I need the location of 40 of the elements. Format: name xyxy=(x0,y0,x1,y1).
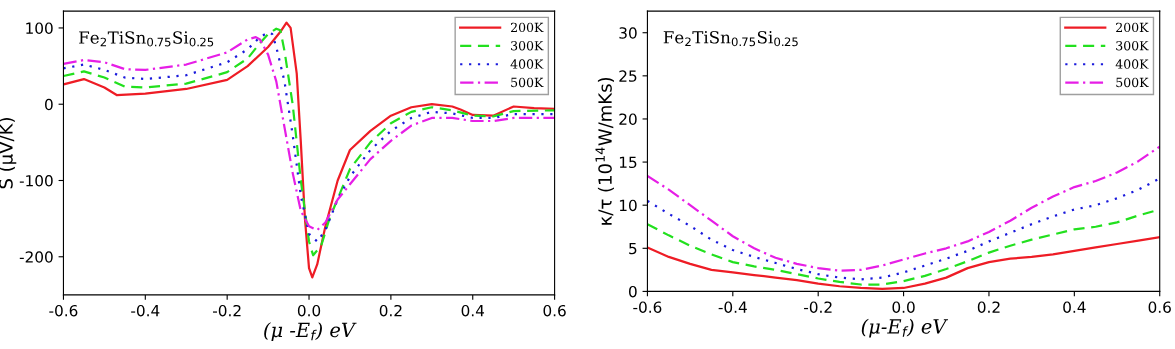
y-tick-label: 10 xyxy=(619,199,637,212)
x-tick-label: 0.4 xyxy=(1063,301,1086,313)
line-series xyxy=(647,177,1160,281)
y-tick-label: -100 xyxy=(19,174,53,187)
x-tick-label: 0.2 xyxy=(977,301,1000,313)
y-tick-label: 25 xyxy=(619,70,637,82)
y-axis-title: κ/τ (10$^{14}$W/mKs) xyxy=(595,77,614,225)
y-tick-label: 15 xyxy=(619,156,637,169)
legend-label: 300K xyxy=(511,40,544,51)
annotation: Fe$_{2}$TiSn$_{0.75}$Si$_{0.25}$ xyxy=(79,31,214,47)
legend-label: 500K xyxy=(1116,77,1149,88)
x-tick-label: -0.4 xyxy=(131,304,160,317)
y-tick-label: 0 xyxy=(45,98,53,111)
x-axis-title: (μ-E$_{f}$) eV xyxy=(861,318,949,338)
x-tick-label: -0.2 xyxy=(804,301,832,313)
x-tick-label: 0.0 xyxy=(297,304,321,317)
y-tick-label: 5 xyxy=(629,242,637,255)
legend-label: 200K xyxy=(1116,22,1149,33)
y-tick-label: 0 xyxy=(628,285,637,298)
x-tick-label: -0.4 xyxy=(718,301,747,313)
x-tick-label: 0.6 xyxy=(543,304,566,317)
x-axis-title: (μ -E$_{f}$) eV xyxy=(264,322,357,342)
x-tick-label: -0.6 xyxy=(633,301,662,313)
legend-label: 400K xyxy=(510,59,544,69)
line-series xyxy=(647,145,1160,272)
legend-label: 400K xyxy=(1115,59,1149,69)
x-tick-label: 0.6 xyxy=(1148,301,1171,313)
x-tick-label: 0.4 xyxy=(461,304,485,317)
legend-label: 500K xyxy=(511,77,544,88)
x-tick-label: 0.2 xyxy=(379,304,402,317)
x-tick-label: 0.0 xyxy=(892,301,915,313)
legend-label: 300K xyxy=(1116,40,1149,51)
x-tick-label: -0.2 xyxy=(213,304,241,317)
x-tick-label: -0.6 xyxy=(49,304,78,317)
y-tick-label: 20 xyxy=(619,113,637,125)
y-tick-label: 30 xyxy=(619,27,637,39)
annotation: Fe$_{2}$TiSn$_{0.75}$Si$_{0.25}$ xyxy=(663,30,798,47)
y-tick-label: -200 xyxy=(19,251,53,263)
legend-label: 200K xyxy=(511,22,544,33)
y-tick-label: 100 xyxy=(26,22,53,34)
